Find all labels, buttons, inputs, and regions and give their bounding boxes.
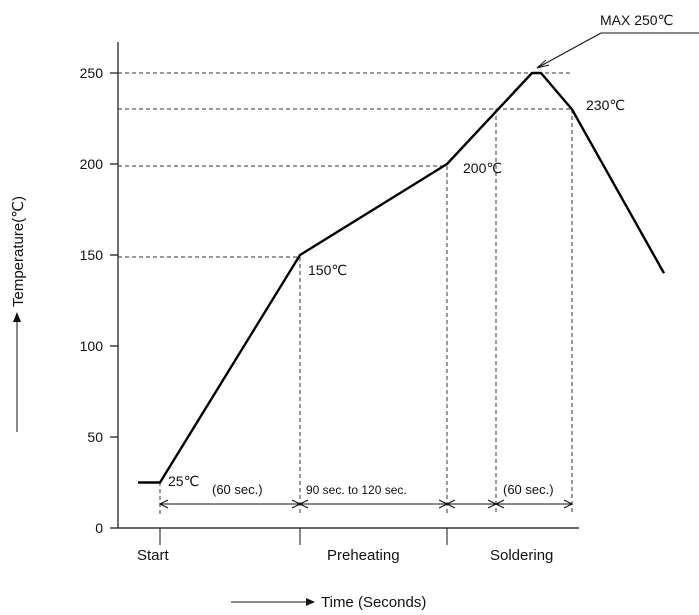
max-leader [536, 32, 699, 69]
y-tick-label: 200 [80, 156, 104, 172]
arrowhead [445, 499, 456, 509]
reference-lines [118, 72, 573, 515]
duration-label-3: (60 sec.) [503, 482, 554, 497]
max-leader-arrowhead [536, 59, 550, 69]
y-tick-label: 100 [80, 338, 104, 354]
y-tick-label: 250 [80, 65, 104, 81]
arrowhead [563, 499, 574, 509]
max-leader-line [536, 32, 602, 69]
axes [117, 42, 579, 529]
y-tick-label: 50 [87, 429, 103, 445]
duration-label-1: (60 sec.) [212, 482, 263, 497]
phase-markers [159, 528, 448, 545]
y-axis-arrow [13, 312, 21, 432]
phase-label-soldering: Soldering [490, 547, 553, 564]
y-axis-arrowhead [13, 312, 21, 322]
label-max-250c: MAX 250℃ [600, 12, 673, 28]
x-axis-arrow [231, 598, 315, 606]
arrowhead [298, 499, 309, 509]
y-tick-label: 150 [80, 247, 104, 263]
label-150c: 150℃ [308, 262, 347, 278]
temperature-profile-line [138, 71, 666, 484]
x-axis-title: Time (Seconds) [321, 594, 426, 611]
label-200c: 200℃ [463, 160, 502, 176]
phase-label-preheating: Preheating [327, 547, 400, 564]
y-ticks: 0 50 100 150 200 250 [80, 65, 118, 536]
arrowhead [158, 499, 169, 509]
label-230c: 230℃ [586, 97, 625, 113]
label-25c: 25℃ [168, 473, 199, 489]
y-axis-title: Temperature(℃) [10, 196, 27, 307]
phase-label-start: Start [137, 547, 170, 564]
duration-label-2: 90 sec. to 120 sec. [306, 483, 407, 497]
x-axis-arrowhead [306, 598, 315, 606]
duration-arrows [158, 499, 574, 509]
y-tick-label: 0 [95, 520, 103, 536]
arrowhead [494, 499, 505, 509]
